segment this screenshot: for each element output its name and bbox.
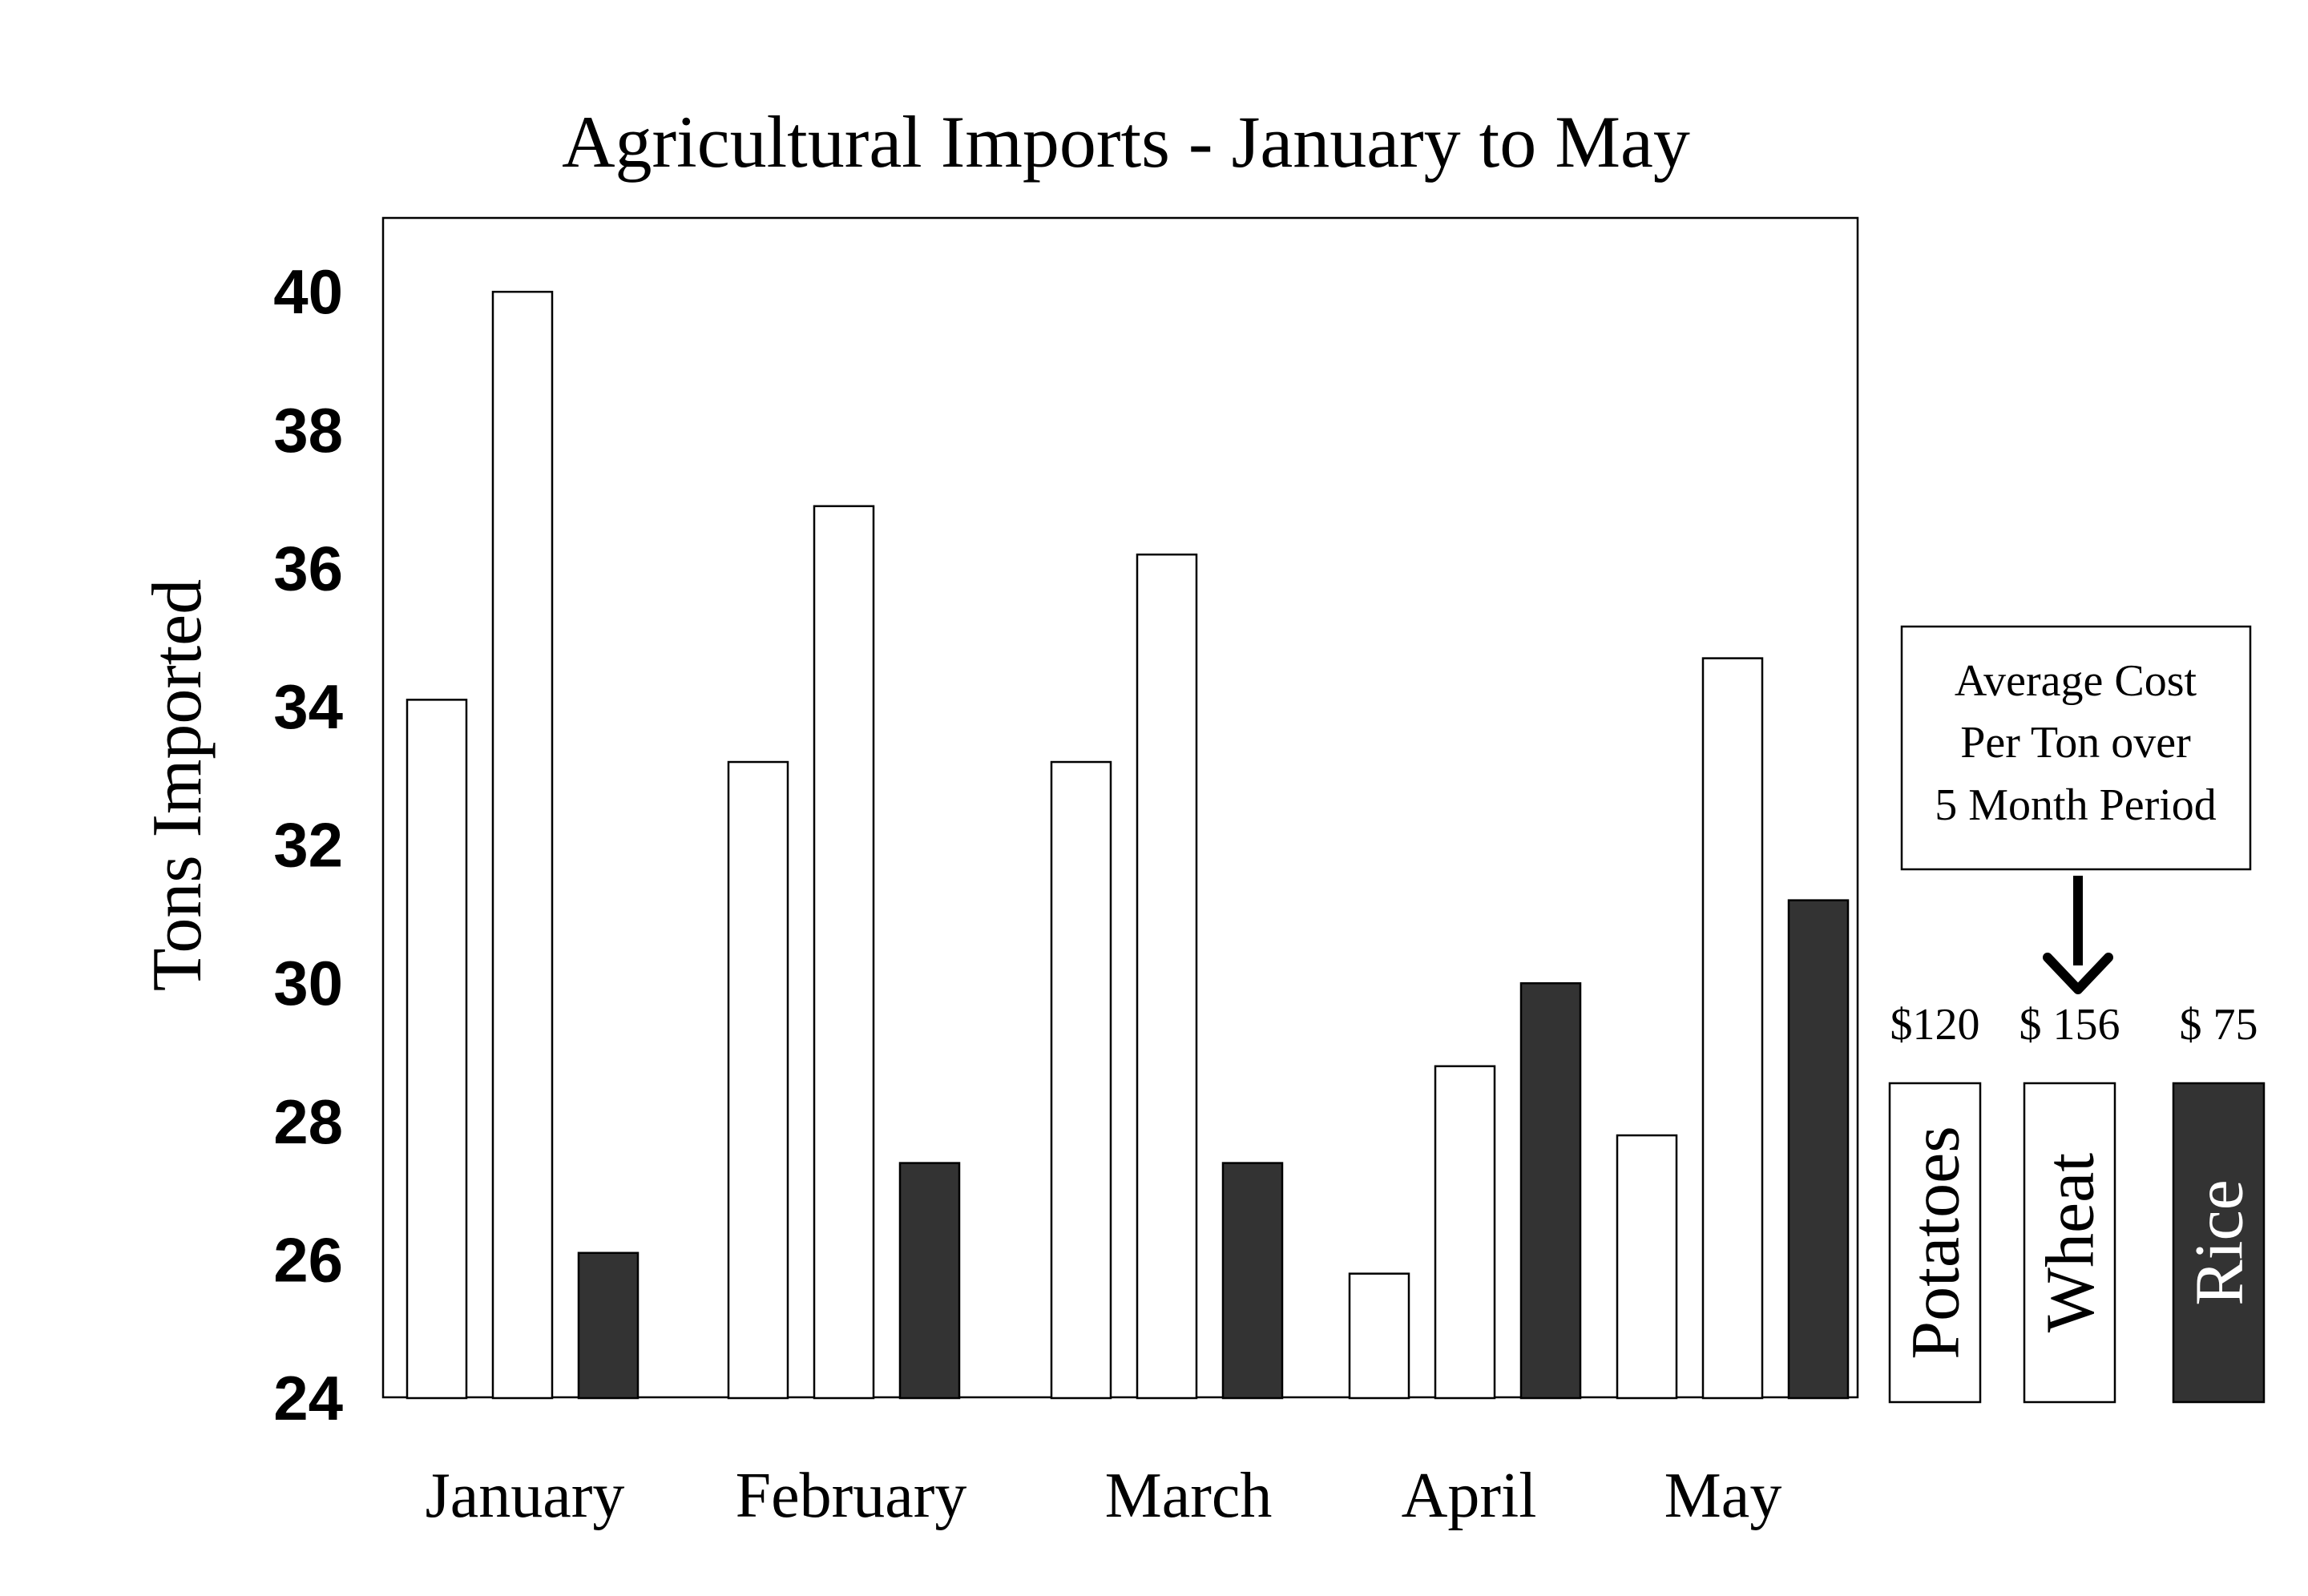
legend-label-rice: Rice [2181,1179,2258,1306]
chart-title: Agricultural Imports - January to May [562,101,1690,183]
bar-potatoes-may [1616,1134,1678,1400]
y-tick-label: 24 [273,1363,343,1433]
bar-potatoes-february [727,760,789,1400]
bars [406,290,1850,1400]
x-axis-labels: January February March April May [426,1461,1782,1531]
bar-potatoes-april [1348,1272,1410,1400]
legend: $120 Potatoes $ 156 Wheat $ 75 Rice [1888,1000,2266,1404]
legend-swatch-potatoes [1888,1082,1982,1404]
legend-label-wheat: Wheat [2032,1153,2108,1333]
bar-rice-may [1787,899,1850,1400]
annotation-line: Per Ton over [1960,718,2191,768]
x-tick-label: February [736,1461,967,1531]
x-tick-label: May [1664,1461,1782,1531]
bar-potatoes-march [1050,760,1112,1400]
legend-label-potatoes: Potatoes [1897,1126,1974,1359]
bar-rice-march [1221,1162,1284,1400]
bar-wheat-january [491,290,554,1400]
bar-rice-february [898,1162,961,1400]
bar-wheat-february [813,505,875,1400]
annotation-box: Average Cost Per Ton over 5 Month Period [1900,625,2252,871]
bar-wheat-march [1136,553,1198,1400]
bar-rice-january [577,1251,640,1400]
y-tick-label: 26 [273,1224,343,1295]
bar-wheat-april [1434,1065,1496,1400]
x-tick-label: January [426,1461,625,1531]
y-tick-label: 38 [273,395,343,466]
annotation-frame [1900,625,2252,871]
legend-swatch-rice [2172,1082,2266,1404]
x-tick-label: March [1105,1461,1273,1531]
bar-potatoes-january [406,699,468,1400]
y-tick-label: 28 [273,1086,343,1157]
y-tick-label: 34 [273,671,343,742]
y-axis-label: Tons Imported [139,579,216,991]
plot-frame [381,216,1859,1399]
annotation-line: Average Cost [1955,656,2197,706]
bar-wheat-may [1701,657,1764,1400]
y-tick-label: 36 [273,533,343,603]
annotation-arrow [2043,876,2113,994]
legend-swatch-wheat [2023,1082,2116,1404]
y-tick-label: 30 [273,948,343,1018]
y-axis-ticks: 24 26 28 30 32 34 36 38 40 [273,256,343,1433]
bar-rice-april [1519,981,1582,1400]
y-tick-label: 40 [273,256,343,327]
legend-price-rice: $ 75 [2180,1000,2258,1050]
y-tick-label: 32 [273,810,343,881]
annotation-line: 5 Month Period [1935,780,2217,830]
x-tick-label: April [1402,1461,1537,1531]
legend-price-potatoes: $120 [1890,1000,1980,1050]
legend-price-wheat: $ 156 [2020,1000,2120,1050]
